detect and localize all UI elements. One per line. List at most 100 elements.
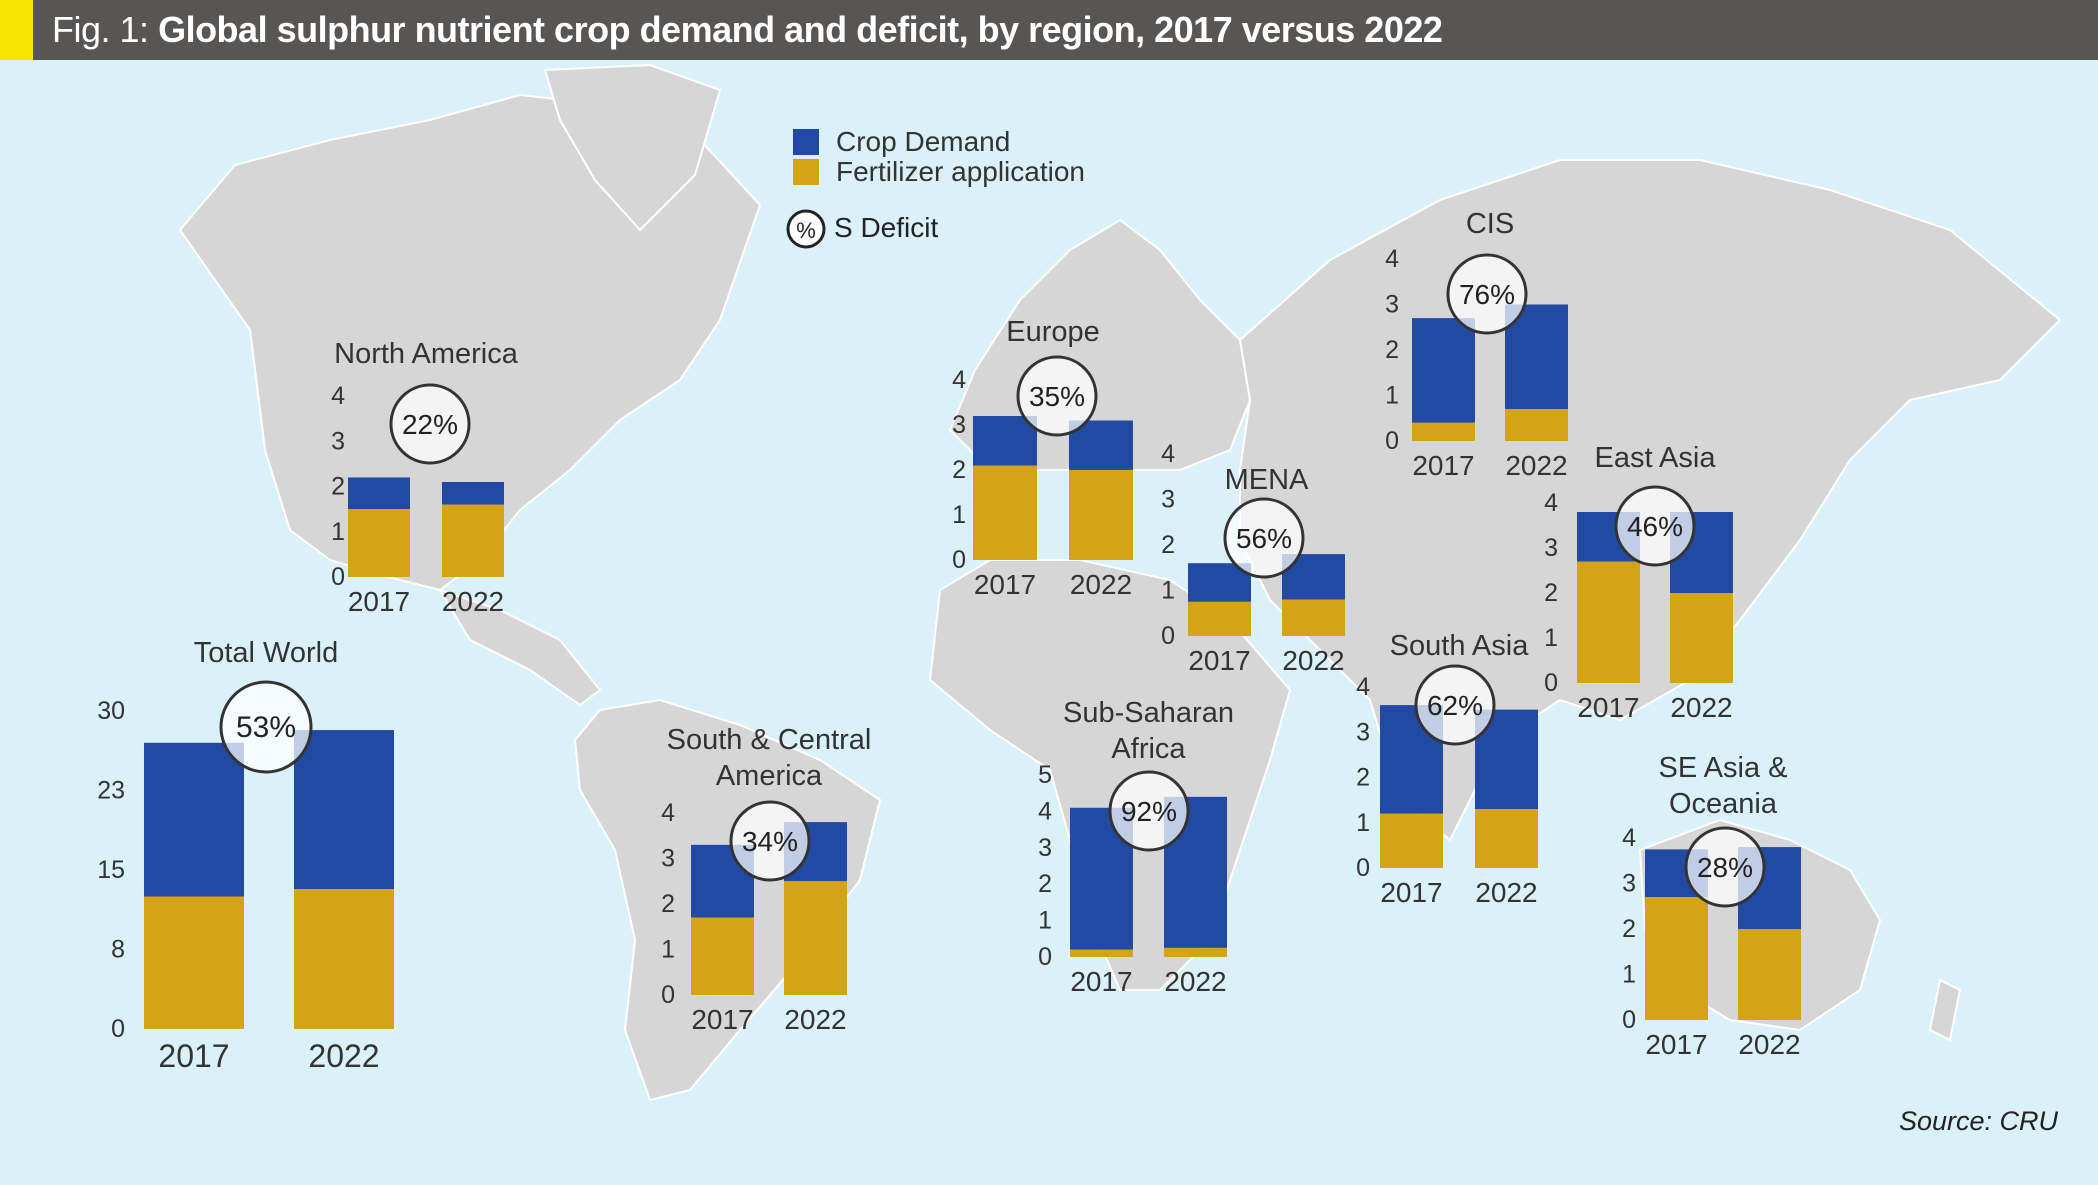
- chart-title: CIS: [1466, 208, 1514, 240]
- chart-title: South & Central: [667, 724, 872, 756]
- legend-swatch-crop-demand: [793, 129, 819, 155]
- y-tick-label: 0: [1544, 669, 1558, 697]
- figure-label: Fig. 1:: [52, 9, 149, 50]
- figure-title: Fig. 1: Global sulphur nutrient crop dem…: [52, 0, 1443, 60]
- chart-title: Sub-Saharan: [1063, 697, 1234, 729]
- chart-mena: 0 1 2 3 4 2017 2022 MENA 56%: [1161, 440, 1345, 676]
- y-tick-label: 2: [1038, 870, 1052, 898]
- y-tick-label: 4: [1161, 440, 1175, 468]
- y-tick-label: 0: [331, 563, 345, 591]
- legend: Crop Demand Fertilizer application % S D…: [786, 126, 1085, 249]
- bar-fertilizer-2017: [691, 917, 754, 995]
- y-tick-label: 2: [952, 456, 966, 484]
- chart-title: MENA: [1225, 464, 1309, 496]
- bar-fertilizer-2017: [348, 509, 410, 577]
- chart-south-central-america: 0 1 2 3 4 2017 2022 South & Central America 34%: [661, 724, 871, 1035]
- chart-title: East Asia: [1595, 442, 1717, 474]
- chart-title: Oceania: [1669, 788, 1778, 820]
- bar-fertilizer-2017: [1645, 897, 1708, 1020]
- chart-title: Africa: [1111, 733, 1186, 765]
- bar-fertilizer-2017: [1188, 601, 1251, 636]
- x-tick-label: 2022: [1070, 569, 1132, 600]
- y-tick-label: 2: [1622, 915, 1636, 943]
- legend-swatch-fertilizer: [793, 159, 819, 185]
- chart-europe: 0 1 2 3 4 2017 2022 Europe 35%: [952, 316, 1133, 600]
- bar-fertilizer-2022: [1670, 593, 1733, 683]
- chart-sub-saharan-africa: 0 1 2 3 4 5 2017 2022 Sub-Saharan Africa 92%: [1038, 697, 1234, 997]
- y-tick-label: 3: [1385, 291, 1399, 319]
- deficit-value: 46%: [1627, 511, 1683, 542]
- y-tick-label: 4: [1385, 245, 1399, 273]
- y-tick-label: 4: [1622, 824, 1636, 852]
- y-tick-label: 3: [1038, 834, 1052, 862]
- y-tick-label: 1: [1385, 382, 1399, 410]
- deficit-value: 35%: [1029, 381, 1085, 412]
- x-tick-label: 2022: [1670, 692, 1732, 723]
- bar-fertilizer-2022: [1282, 599, 1345, 636]
- deficit-circle: [1446, 253, 1528, 335]
- y-tick-label: 3: [331, 427, 345, 455]
- x-tick-label: 2017: [1380, 877, 1442, 908]
- y-tick-label: 1: [1161, 577, 1175, 605]
- landmass-central-america: [437, 588, 602, 707]
- y-tick-label: 1: [331, 518, 345, 546]
- bar-fertilizer-2022: [784, 881, 847, 995]
- x-tick-label: 2017: [1412, 450, 1474, 481]
- bar-fertilizer-2022: [442, 504, 504, 577]
- chart-cis: 0 1 2 3 4 2017 2022 CIS 76%: [1385, 208, 1568, 481]
- x-tick-label: 2022: [1282, 645, 1344, 676]
- legend-deficit-symbol: %: [796, 218, 816, 243]
- bar-crop-demand-2017: [348, 477, 410, 510]
- bar-fertilizer-2017: [1412, 422, 1475, 441]
- chart-total-world: 0 8 15 23 30 2017 2022 Total World 53%: [97, 637, 394, 1074]
- deficit-circle: [219, 680, 313, 774]
- y-tick-label: 0: [1622, 1006, 1636, 1034]
- bar-fertilizer-2017: [1577, 561, 1640, 683]
- y-tick-label: 2: [1161, 531, 1175, 559]
- deficit-circle: [1223, 497, 1305, 579]
- y-tick-label: 2: [1356, 764, 1370, 792]
- deficit-value: 53%: [236, 711, 296, 744]
- bar-fertilizer-2022: [294, 889, 394, 1029]
- landmass-new-zealand: [1928, 978, 1962, 1042]
- y-tick-label: 2: [1544, 579, 1558, 607]
- x-tick-label: 2017: [158, 1038, 229, 1074]
- deficit-value: 34%: [742, 826, 798, 857]
- y-tick-label: 0: [1038, 943, 1052, 971]
- bar-fertilizer-2017: [973, 465, 1037, 560]
- chart-north-america: 0 1 2 3 4 2017 2022 North America 22%: [331, 338, 519, 617]
- deficit-circle: [1108, 770, 1190, 852]
- y-tick-label: 3: [1356, 718, 1370, 746]
- x-tick-label: 2022: [1164, 966, 1226, 997]
- y-tick-label: 2: [331, 473, 345, 501]
- y-tick-label: 1: [1356, 809, 1370, 837]
- y-tick-label: 1: [952, 501, 966, 529]
- y-tick-label: 1: [1544, 624, 1558, 652]
- x-tick-label: 2017: [974, 569, 1036, 600]
- x-tick-label: 2022: [1475, 877, 1537, 908]
- y-tick-label: 2: [661, 890, 675, 918]
- y-tick-label: 0: [1385, 427, 1399, 455]
- y-tick-label: 3: [952, 411, 966, 439]
- chart-title: South Asia: [1390, 630, 1530, 662]
- x-tick-label: 2017: [1645, 1029, 1707, 1060]
- x-tick-label: 2017: [1188, 645, 1250, 676]
- y-tick-label: 3: [1544, 534, 1558, 562]
- landmass-north-america: [178, 93, 762, 592]
- deficit-value: 56%: [1236, 523, 1292, 554]
- x-tick-label: 2017: [1577, 692, 1639, 723]
- x-tick-label: 2022: [308, 1038, 379, 1074]
- x-tick-label: 2022: [1738, 1029, 1800, 1060]
- y-tick-label: 4: [661, 799, 675, 827]
- source-note: Source: CRU: [1898, 1106, 2058, 1136]
- legend-label-fertilizer: Fertilizer application: [836, 156, 1085, 187]
- y-tick-label: 23: [97, 777, 125, 805]
- y-tick-label: 15: [97, 856, 125, 884]
- chart-title: SE Asia &: [1659, 752, 1788, 784]
- deficit-circle: [1614, 485, 1696, 567]
- y-tick-label: 0: [1356, 854, 1370, 882]
- deficit-circle: [389, 383, 471, 465]
- bar-crop-demand-2017: [1412, 318, 1475, 423]
- deficit-value: 22%: [402, 409, 458, 440]
- world-map-chart: Crop Demand Fertilizer application % S D…: [97, 63, 2062, 1102]
